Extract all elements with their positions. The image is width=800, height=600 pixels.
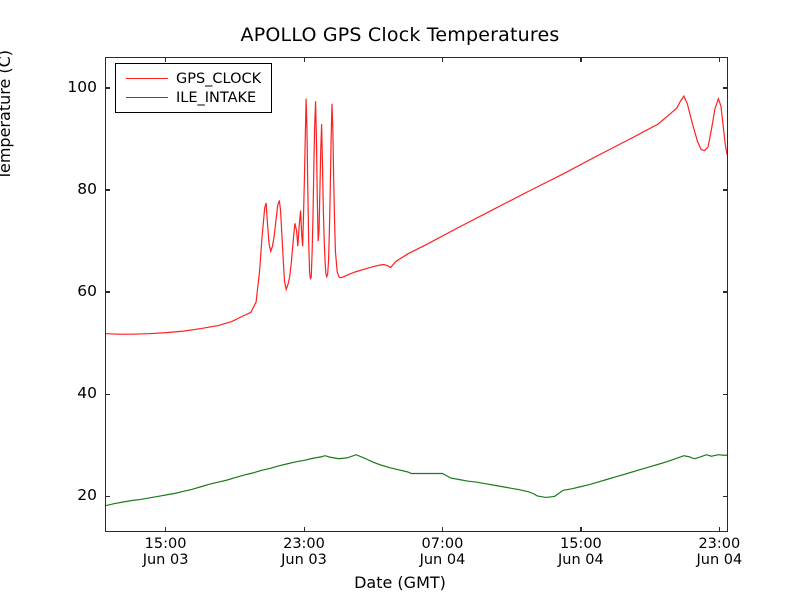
legend-label-ile-intake: ILE_INTAKE <box>176 89 257 106</box>
x-tick-date: Jun 04 <box>558 552 604 568</box>
y-tick-mark <box>723 495 728 498</box>
y-tick-label: 100 <box>67 77 97 96</box>
x-tick-label: 07:00 Jun 04 <box>397 536 487 568</box>
y-tick-label: 60 <box>77 281 97 300</box>
x-tick-mark <box>165 57 167 62</box>
chart-legend: GPS_CLOCK ILE_INTAKE <box>115 63 273 113</box>
series-line-gps-clock <box>106 96 727 334</box>
x-tick-date: Jun 03 <box>142 552 189 568</box>
legend-item: ILE_INTAKE <box>122 88 261 107</box>
x-tick-label: 15:00 Jun 03 <box>121 536 211 568</box>
plot-area <box>105 57 728 532</box>
x-tick-date: Jun 04 <box>419 552 466 568</box>
y-axis-label: Temperature (C) <box>0 49 14 181</box>
y-tick-mark <box>723 393 728 395</box>
x-tick-label: 23:00 Jun 04 <box>674 536 764 568</box>
x-tick-time: 15:00 <box>559 536 602 552</box>
x-tick-time: 15:00 <box>144 536 187 552</box>
x-tick-label: 15:00 Jun 04 <box>536 536 626 568</box>
y-tick-mark <box>723 87 728 89</box>
series-line-ile-intake <box>106 455 727 506</box>
y-tick-mark <box>105 291 110 293</box>
x-tick-date: Jun 03 <box>281 552 327 568</box>
y-tick-mark <box>723 189 728 191</box>
legend-swatch-gps-clock <box>126 78 168 79</box>
chart-title: APOLLO GPS Clock Temperatures <box>240 24 560 46</box>
legend-item: GPS_CLOCK <box>122 69 261 88</box>
x-tick-mark <box>580 57 582 62</box>
x-tick-time: 07:00 <box>421 536 464 552</box>
legend-label-gps-clock: GPS_CLOCK <box>176 70 262 87</box>
x-tick-mark <box>165 527 167 532</box>
series-canvas <box>106 58 727 531</box>
y-tick-label: 40 <box>77 384 97 403</box>
y-tick-mark <box>105 495 110 498</box>
x-tick-mark <box>718 527 721 532</box>
x-tick-time: 23:00 <box>698 536 741 552</box>
y-tick-mark <box>105 87 110 89</box>
x-tick-mark <box>580 527 582 532</box>
y-tick-mark <box>105 393 110 395</box>
x-tick-mark <box>441 57 444 62</box>
x-tick-time: 23:00 <box>283 536 325 552</box>
x-axis-label: Date (GMT) <box>354 573 446 592</box>
x-tick-label: 23:00 Jun 03 <box>259 536 349 568</box>
legend-swatch-ile-intake <box>126 97 168 98</box>
x-tick-mark <box>303 527 305 532</box>
x-tick-mark <box>718 57 721 62</box>
y-tick-label: 20 <box>77 486 97 505</box>
y-tick-mark <box>723 291 728 293</box>
y-tick-mark <box>105 189 110 191</box>
x-tick-mark <box>303 57 305 62</box>
x-tick-date: Jun 04 <box>696 552 743 568</box>
x-tick-mark <box>441 527 444 532</box>
y-tick-label: 80 <box>77 179 97 198</box>
